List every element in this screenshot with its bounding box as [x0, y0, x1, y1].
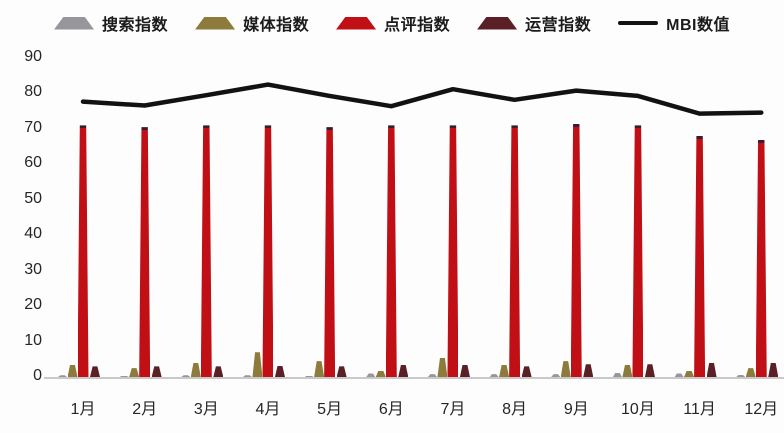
bar-review-m5 — [324, 127, 336, 377]
x-tick-label: 6月 — [378, 401, 404, 418]
bar-media-m6 — [375, 370, 386, 377]
trapezoid-bar-icon — [195, 16, 236, 30]
bar-search-m3 — [181, 375, 191, 377]
bar-search-m11 — [674, 373, 684, 377]
mbi-line-series — [80, 82, 764, 116]
y-tick-label: 50 — [24, 189, 42, 207]
bar-review-m1 — [77, 125, 89, 377]
y-tick-label: 20 — [24, 296, 42, 314]
y-tick-label: 90 — [24, 48, 42, 65]
y-tick-label: 70 — [24, 118, 42, 136]
bar-media-m1 — [67, 364, 78, 377]
x-axis-line — [44, 377, 784, 379]
bar-review-m3 — [200, 125, 212, 377]
x-tick-label: 8月 — [502, 401, 528, 418]
bar-search-m4 — [242, 375, 252, 377]
bar-media-m5 — [314, 361, 325, 377]
bar-search-m2 — [119, 375, 129, 377]
line-series-icon — [618, 21, 659, 25]
trapezoid-bar-icon — [336, 16, 377, 30]
bar-search-m6 — [366, 373, 376, 377]
bar-search-m5 — [304, 375, 314, 377]
x-tick-label: 5月 — [317, 401, 343, 418]
bar-operation-m6 — [398, 364, 409, 377]
bar-media-m2 — [129, 368, 140, 377]
bar-operation-m8 — [521, 366, 532, 377]
bar-operation-m5 — [336, 366, 347, 377]
bar-review-m12 — [755, 139, 767, 377]
bar-media-m7 — [437, 357, 448, 377]
trapezoid-bar-icon — [477, 16, 518, 30]
bar-operation-m9 — [583, 364, 594, 377]
legend-label: 点评指数 — [384, 17, 451, 34]
legend-item-mbi: MBI数值 — [618, 11, 730, 35]
legend-item-operation: 运营指数 — [477, 11, 591, 35]
x-tick-label: 9月 — [563, 401, 589, 418]
legend-item-media: 媒体指数 — [195, 11, 309, 35]
legend-label: MBI数值 — [666, 17, 730, 34]
legend-item-search: 搜索指数 — [54, 11, 168, 35]
bar-media-m4 — [252, 352, 263, 377]
x-tick-label: 2月 — [132, 401, 158, 418]
bar-media-m3 — [190, 362, 201, 377]
legend-label: 媒体指数 — [243, 17, 310, 34]
y-tick-label: 30 — [24, 260, 42, 278]
plot-area — [48, 58, 779, 377]
bar-media-m12 — [745, 368, 756, 377]
bar-media-m11 — [684, 370, 695, 377]
bar-media-m10 — [622, 364, 633, 377]
bar-review-m7 — [447, 125, 459, 377]
bar-review-m6 — [385, 125, 397, 377]
bar-search-m8 — [489, 374, 499, 377]
x-tick-label: 3月 — [193, 401, 219, 418]
legend-label: 运营指数 — [525, 17, 592, 34]
bar-review-m9 — [570, 123, 582, 377]
bar-review-m10 — [632, 125, 644, 377]
trapezoid-bar-icon — [54, 16, 95, 30]
y-tick-label: 0 — [33, 367, 42, 384]
bar-search-m7 — [427, 374, 437, 377]
bar-operation-m7 — [459, 364, 470, 377]
bar-search-m9 — [551, 374, 561, 377]
bar-media-m9 — [560, 361, 571, 377]
y-tick-label: 10 — [24, 331, 42, 349]
y-tick-label: 40 — [24, 225, 42, 243]
bar-operation-m11 — [706, 362, 717, 377]
bar-operation-m4 — [274, 365, 285, 377]
bar-review-m2 — [139, 127, 151, 377]
legend-item-review: 点评指数 — [336, 11, 450, 35]
y-tick-label: 80 — [24, 83, 42, 101]
bar-search-m10 — [612, 372, 622, 377]
bar-operation-m1 — [90, 366, 100, 377]
bar-operation-m2 — [151, 366, 162, 377]
x-tick-label: 1月 — [70, 401, 96, 418]
x-tick-label: 12月 — [744, 401, 779, 418]
legend-label: 搜索指数 — [102, 17, 169, 34]
bar-search-m12 — [736, 374, 746, 377]
x-tick-label: 11月 — [683, 401, 716, 418]
y-tick-label: 60 — [24, 154, 42, 172]
bar-search-m1 — [58, 375, 67, 377]
legend: 搜索指数 媒体指数 点评指数 运营指数 MBI数值 — [0, 11, 784, 35]
bar-operation-m10 — [644, 364, 655, 377]
x-tick-label: 7月 — [440, 401, 466, 418]
bar-operation-m3 — [213, 366, 224, 377]
bar-media-m8 — [499, 364, 510, 377]
bar-review-m8 — [509, 125, 521, 377]
x-tick-label: 4月 — [255, 401, 281, 418]
x-tick-label: 10月 — [621, 401, 655, 418]
bar-operation-m12 — [768, 362, 779, 377]
bar-review-m11 — [694, 135, 706, 377]
bar-review-m4 — [262, 125, 274, 377]
